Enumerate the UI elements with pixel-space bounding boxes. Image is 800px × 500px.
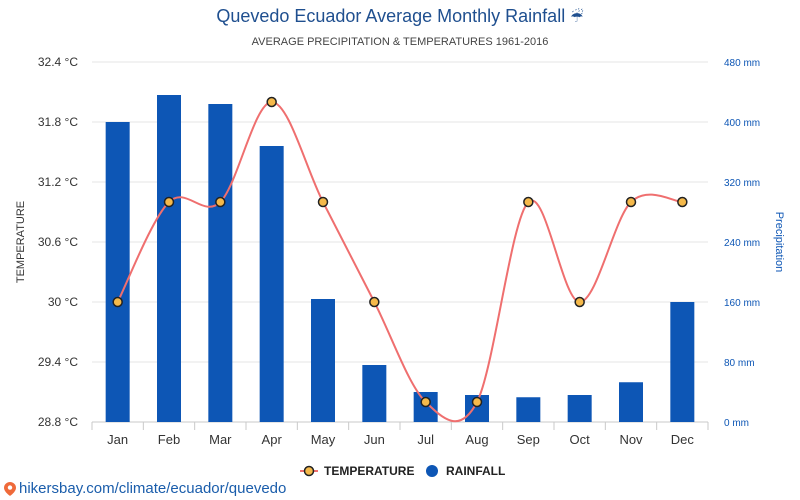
rainfall-bar <box>157 95 181 422</box>
x-tick-label: Oct <box>570 432 591 447</box>
temperature-point <box>317 196 329 208</box>
temperature-point <box>215 196 226 208</box>
source-link[interactable]: hikersbay.com/climate/ecuador/quevedo <box>4 480 286 497</box>
x-tick-label: May <box>311 432 336 447</box>
y-tick-label-right: 480 mm <box>724 58 760 69</box>
rainfall-bar <box>670 302 695 422</box>
temperature-point <box>112 296 123 308</box>
legend-rainfall-marker <box>426 465 438 477</box>
rainfall-bar <box>208 104 233 422</box>
y-tick-label-left: 28.8 °C <box>38 415 78 429</box>
y-tick-label-right: 240 mm <box>724 238 760 249</box>
y-tick-label-left: 29.4 °C <box>38 355 78 369</box>
x-tick-label: Jun <box>364 432 385 447</box>
rainfall-bar <box>311 299 335 422</box>
rainfall-bar <box>105 122 130 422</box>
temperature-point <box>574 296 585 308</box>
y-tick-label-right: 320 mm <box>724 178 760 189</box>
rainfall-bar <box>567 395 592 422</box>
chart-subtitle: AVERAGE PRECIPITATION & TEMPERATURES 196… <box>251 36 549 48</box>
y-tick-label-right: 400 mm <box>724 118 760 129</box>
y-tick-label-left: 30 °C <box>48 295 78 309</box>
x-tick-label: Feb <box>158 432 180 447</box>
x-tick-label: Jan <box>107 432 128 447</box>
rainfall-bar <box>516 397 541 422</box>
temperature-line <box>116 100 683 423</box>
temperature-point <box>266 96 277 108</box>
chart-title: Quevedo Ecuador Average Monthly Rainfall… <box>216 6 584 26</box>
rainfall-bar <box>259 146 284 422</box>
location-pin-icon <box>4 481 16 496</box>
temperature-point <box>523 196 534 208</box>
temperature-point <box>677 196 688 208</box>
x-tick-label: Mar <box>209 432 232 447</box>
y-tick-label-right: 0 mm <box>724 418 749 429</box>
legend-rainfall-label: RAINFALL <box>446 464 505 478</box>
x-tick-label: Jul <box>417 432 434 447</box>
y-tick-label-left: 30.6 °C <box>38 235 78 249</box>
x-tick-label: Aug <box>465 432 488 447</box>
y-tick-label-right: 80 mm <box>724 358 755 369</box>
temperature-point <box>625 196 637 208</box>
y-tick-label-left: 31.2 °C <box>38 175 78 189</box>
y-tick-label-right: 160 mm <box>724 298 760 309</box>
legend-temperature-label: TEMPERATURE <box>324 464 414 478</box>
temperature-point <box>369 296 380 308</box>
x-tick-label: Sep <box>517 432 540 447</box>
umbrella-rain-icon: ☔ <box>570 9 584 26</box>
rainfall-bar <box>619 382 643 422</box>
y-tick-label-left: 32.4 °C <box>38 55 78 69</box>
y-tick-label-left: 31.8 °C <box>38 115 78 129</box>
legend-temperature-marker <box>303 465 315 477</box>
rainfall-bar <box>362 365 387 422</box>
source-url: hikersbay.com/climate/ecuador/quevedo <box>19 480 287 497</box>
x-tick-label: Apr <box>262 432 283 447</box>
temperature-point <box>163 196 175 208</box>
x-tick-label: Nov <box>619 432 643 447</box>
y-axis-title-right: Precipitation <box>773 212 785 273</box>
temperature-point <box>471 396 483 408</box>
x-tick-label: Dec <box>671 432 695 447</box>
temperature-point <box>420 396 431 408</box>
y-axis-title-left: TEMPERATURE <box>15 201 27 283</box>
